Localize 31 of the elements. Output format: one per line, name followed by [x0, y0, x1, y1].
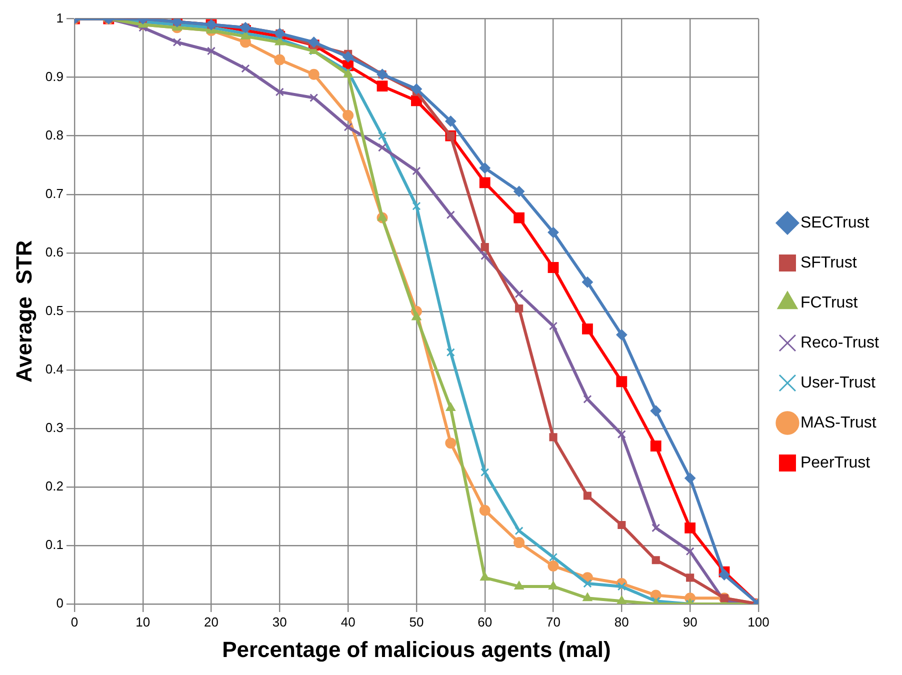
y-tick-label: 0.3 [45, 420, 64, 436]
x-tick-label: 10 [136, 614, 150, 630]
legend-label: FCTrust [800, 294, 858, 312]
y-tick-label: 0.4 [45, 362, 64, 376]
y-tick-label: 0.6 [45, 244, 64, 260]
legend-label: MAS-Trust [800, 414, 877, 432]
y-tick-label: 1 [56, 10, 64, 26]
x-tick-label: 90 [682, 614, 698, 630]
x-tick-label: 50 [409, 614, 424, 630]
legend-label: SECTrust [800, 214, 870, 232]
x-tick-label: 60 [478, 614, 492, 630]
y-tick-label: 0 [56, 596, 64, 611]
y-tick-label: 0.1 [45, 537, 64, 552]
y-tick-label: 0.7 [45, 186, 64, 201]
y-tick-label: 0.8 [45, 127, 64, 142]
legend-label: User-Trust [800, 374, 876, 392]
x-axis-title: Percentage of malicious agents (mal) [222, 636, 611, 662]
x-tick-label: 0 [70, 614, 78, 630]
y-tick-label: 0.2 [45, 478, 64, 494]
y-axis-title: Average STR [11, 240, 36, 383]
legend-label: PeerTrust [800, 454, 871, 472]
x-tick-label: 40 [340, 614, 356, 630]
legend-label: SFTrust [800, 254, 858, 272]
x-tick-label: 70 [546, 614, 561, 630]
x-tick-label: 20 [204, 614, 219, 630]
x-tick-label: 80 [614, 614, 629, 630]
x-tick-label: 30 [272, 614, 287, 630]
x-tick-label: 100 [748, 614, 770, 630]
legend-label: Reco-Trust [800, 334, 880, 352]
y-tick-label: 0.5 [45, 302, 64, 318]
y-tick-label: 0.9 [45, 68, 64, 84]
